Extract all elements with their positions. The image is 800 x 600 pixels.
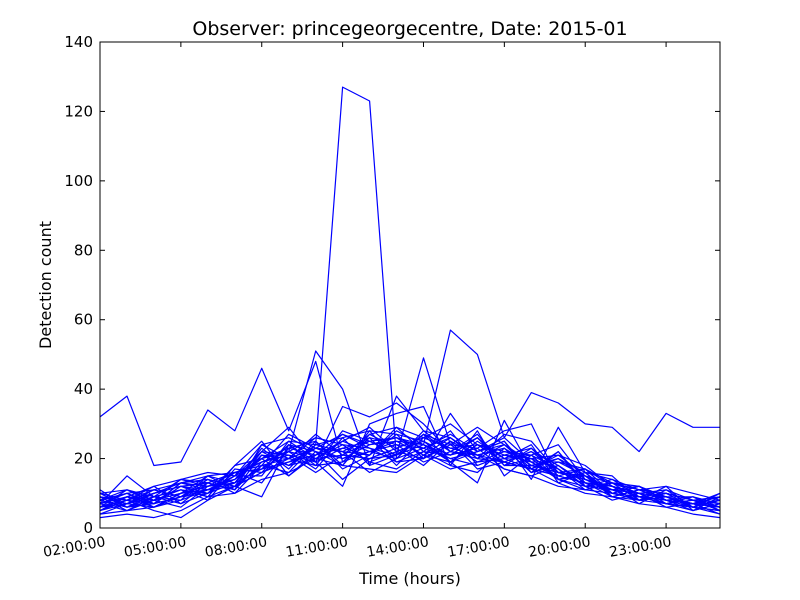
series-line-31 xyxy=(99,433,721,512)
y-tick-label: 140 xyxy=(64,33,93,51)
x-tick-label: 05:00:00 xyxy=(123,534,188,561)
y-tick-label: 120 xyxy=(64,102,93,120)
series-line-26 xyxy=(99,437,721,505)
series-line-23 xyxy=(99,437,721,508)
x-tick-label: 08:00:00 xyxy=(204,534,269,561)
x-tick-label: 17:00:00 xyxy=(446,534,511,561)
y-tick-label: 100 xyxy=(64,172,93,190)
y-tick-label: 80 xyxy=(74,241,93,259)
series-line-27 xyxy=(99,426,721,512)
x-tick-label: 20:00:00 xyxy=(527,534,592,561)
x-tick-label: 14:00:00 xyxy=(365,534,430,561)
series-layer xyxy=(99,86,721,519)
chart-title: Observer: princegeorgecentre, Date: 2015… xyxy=(192,18,627,40)
y-tick-label: 60 xyxy=(74,311,93,329)
x-tick-label: 02:00:00 xyxy=(42,534,107,561)
y-axis: 0 20 40 60 80 100 120 140 xyxy=(64,33,720,537)
series-line-28 xyxy=(99,433,721,508)
y-tick-label: 0 xyxy=(83,519,93,537)
series-line-30 xyxy=(99,437,721,512)
y-axis-label: Detection count xyxy=(36,221,55,349)
y-tick-label: 20 xyxy=(74,450,93,468)
y-tick-label: 40 xyxy=(74,380,93,398)
x-tick-label: 23:00:00 xyxy=(608,534,673,561)
plot-area-frame xyxy=(99,41,721,529)
x-axis-label: Time (hours) xyxy=(358,569,461,588)
x-tick-label: 11:00:00 xyxy=(285,534,350,561)
series-line-19 xyxy=(99,437,721,512)
series-line-9 xyxy=(99,419,721,519)
series-line-29 xyxy=(99,437,721,508)
